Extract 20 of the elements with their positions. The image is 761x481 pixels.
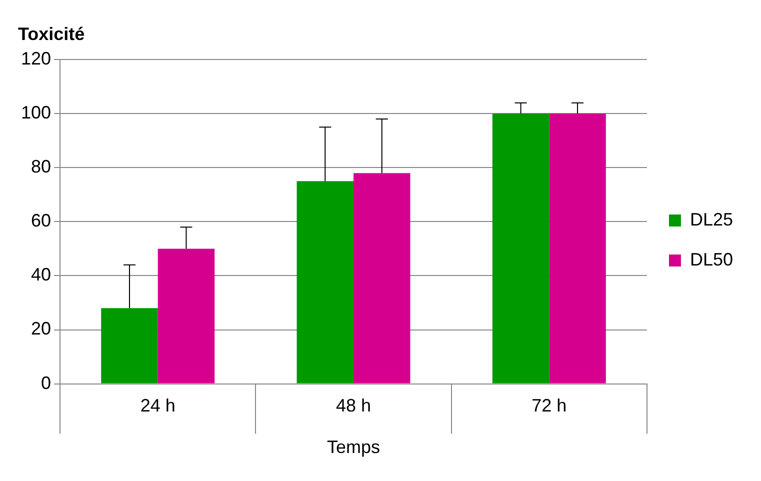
- x-axis-title: Temps: [326, 437, 380, 458]
- x-tick-label: 72 h: [532, 396, 567, 416]
- y-tick-label: 60: [31, 210, 52, 231]
- y-tick-label: 100: [20, 102, 52, 123]
- y-tick-label: 20: [31, 318, 52, 339]
- bar: [354, 173, 410, 384]
- y-tick-label: 0: [41, 372, 52, 393]
- bar: [101, 308, 158, 384]
- chart-title: Toxicité: [18, 24, 85, 44]
- bar: [549, 114, 606, 384]
- y-tick-label: 40: [31, 264, 52, 285]
- x-tick-label: 24 h: [140, 396, 176, 416]
- bar: [296, 181, 354, 384]
- y-tick-label: 120: [20, 48, 52, 69]
- bar: [492, 114, 550, 384]
- x-tick-label: 48 h: [336, 396, 372, 416]
- y-tick-label: 80: [31, 156, 52, 177]
- bar: [158, 248, 215, 384]
- legend-label: DL50: [690, 249, 733, 270]
- legend-label: DL25: [690, 209, 733, 230]
